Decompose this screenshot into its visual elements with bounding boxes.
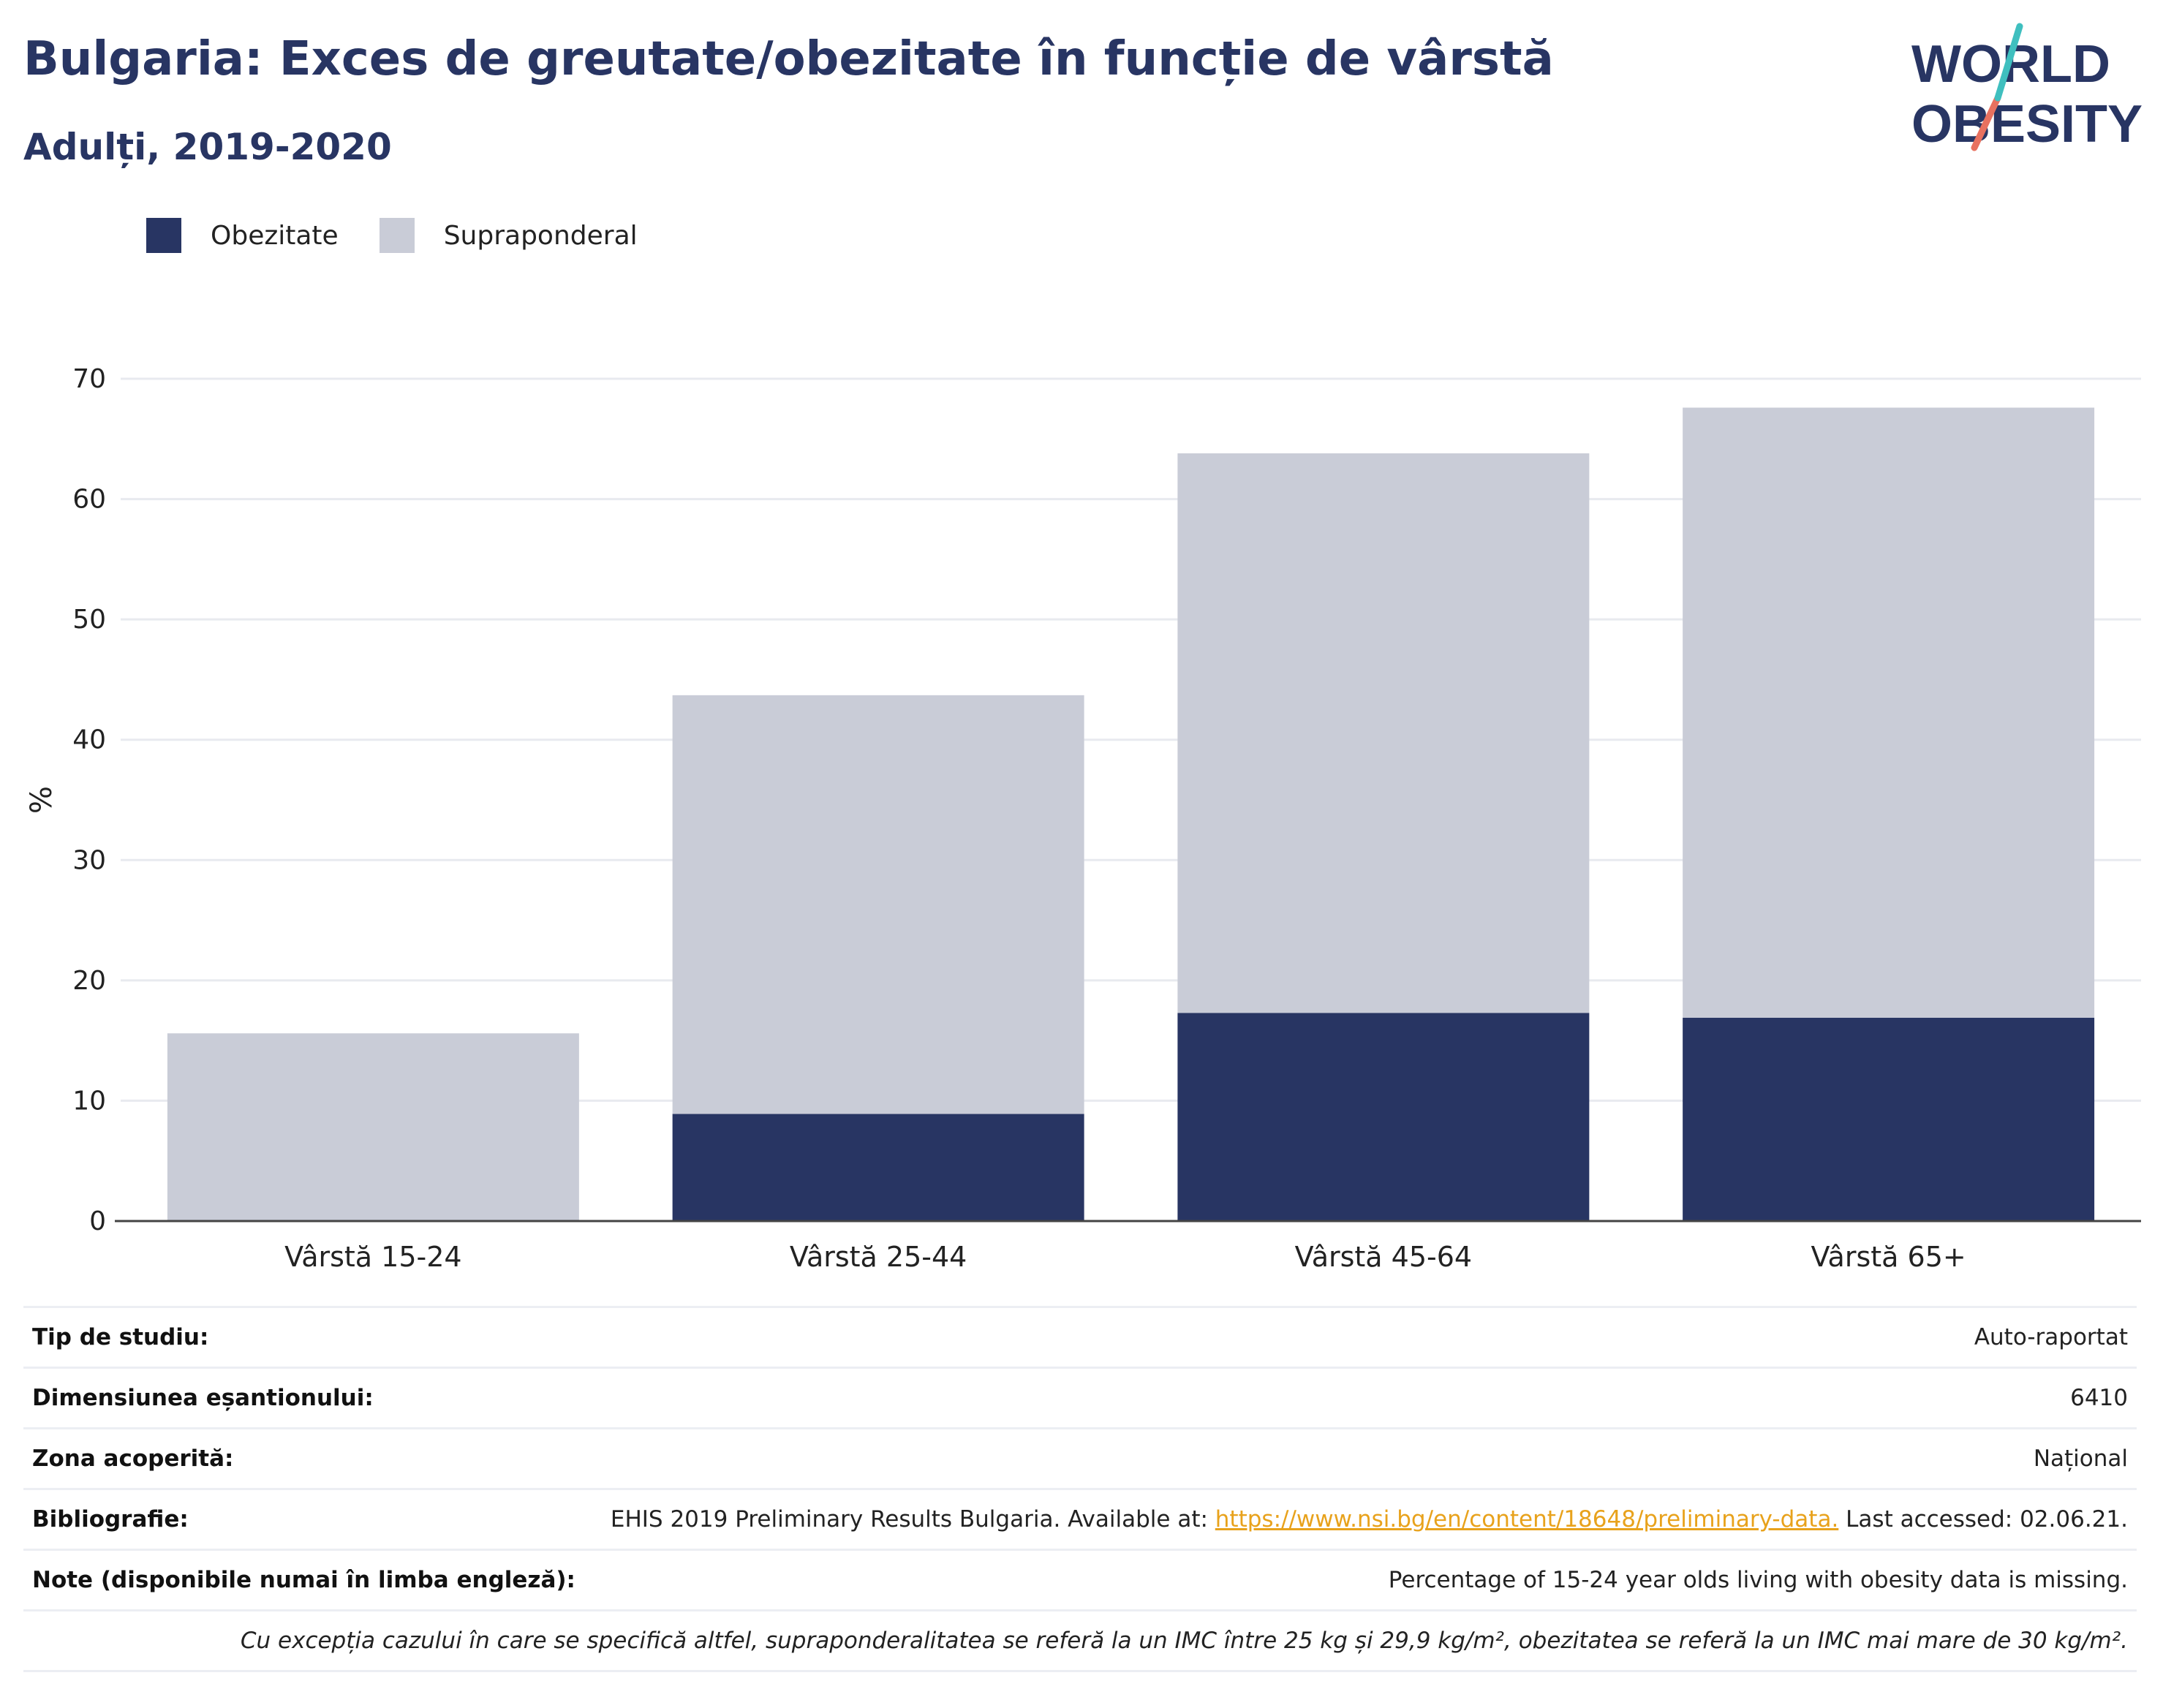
y-tick-label: 20 bbox=[72, 966, 106, 996]
bibliography-link[interactable]: https://www.nsi.bg/en/content/18648/prel… bbox=[1215, 1506, 1839, 1533]
legend-swatch-obesity bbox=[146, 218, 181, 253]
chart-legend: Obezitate Supraponderal bbox=[146, 218, 679, 253]
study-type-value: Auto-raportat bbox=[1974, 1324, 2128, 1350]
logo-line2: OBESITY bbox=[1911, 95, 2143, 154]
y-tick-label: 70 bbox=[72, 364, 106, 394]
info-row-study-type: Tip de studiu: Auto-raportat bbox=[23, 1306, 2137, 1367]
info-row-notes: Note (disponibile numai în limba engleză… bbox=[23, 1549, 2137, 1609]
legend-label-obesity: Obezitate bbox=[211, 220, 339, 251]
bar-overweight bbox=[672, 695, 1084, 1114]
x-tick-label: Vârstă 65+ bbox=[1811, 1241, 1966, 1273]
notes-value: Percentage of 15-24 year olds living wit… bbox=[1388, 1567, 2128, 1593]
study-type-label: Tip de studiu: bbox=[32, 1324, 209, 1350]
bibliography-text: EHIS 2019 Preliminary Results Bulgaria. … bbox=[610, 1506, 1215, 1533]
bar-obesity bbox=[1683, 1017, 2095, 1221]
y-tick-label: 30 bbox=[72, 845, 106, 875]
logo-slash-teal bbox=[1994, 23, 2023, 102]
bar-chart: 0 10 20 30 40 50 60 70% Vârstă 15-24 Vârstă 25-44… bbox=[25, 364, 2141, 1273]
bar-overweight bbox=[167, 1033, 579, 1221]
x-tick-label: Vârstă 25-44 bbox=[790, 1241, 967, 1273]
area-covered-value: Național bbox=[2033, 1446, 2128, 1472]
x-tick-label: Vârstă 15-24 bbox=[284, 1241, 461, 1273]
bar-overweight bbox=[1177, 453, 1590, 1013]
y-tick-label: 40 bbox=[72, 725, 106, 755]
bar-overweight bbox=[1683, 407, 2095, 1018]
y-tick-label: 60 bbox=[72, 485, 106, 515]
info-row-area-covered: Zona acoperită: Național bbox=[23, 1427, 2137, 1488]
area-covered-label: Zona acoperită: bbox=[32, 1446, 234, 1472]
y-tick-label: 50 bbox=[72, 605, 106, 635]
y-axis-label: % bbox=[25, 786, 58, 814]
x-tick-label: Vârstă 45-64 bbox=[1295, 1241, 1472, 1273]
definition-footnote: Cu excepția cazului în care se specifică… bbox=[23, 1609, 2137, 1672]
y-tick-label: 10 bbox=[72, 1086, 106, 1116]
study-info-table: Tip de studiu: Auto-raportat Dimensiunea e… bbox=[23, 1306, 2137, 1672]
info-row-bibliography: Bibliografie: EHIS 2019 Preliminary Resu… bbox=[23, 1488, 2137, 1549]
legend-label-overweight: Supraponderal bbox=[443, 220, 638, 251]
world-obesity-logo: WORLD OBESITY bbox=[1911, 23, 2143, 154]
bibliography-label: Bibliografie: bbox=[32, 1506, 189, 1533]
legend-swatch-overweight bbox=[379, 218, 415, 253]
chart-subtitle: Adulți, 2019-2020 bbox=[23, 126, 392, 168]
chart-title: Bulgaria: Exces de greutate/obezitate în… bbox=[23, 32, 1554, 86]
bibliography-value: EHIS 2019 Preliminary Results Bulgaria. … bbox=[611, 1506, 2128, 1533]
info-row-sample-size: Dimensiunea eșantionului: 6410 bbox=[23, 1367, 2137, 1427]
bar-obesity bbox=[672, 1114, 1084, 1221]
notes-label: Note (disponibile numai în limba engleză… bbox=[32, 1567, 575, 1593]
bar-obesity bbox=[1177, 1013, 1590, 1221]
sample-size-label: Dimensiunea eșantionului: bbox=[32, 1385, 374, 1411]
bibliography-accessed: Last accessed: 02.06.21. bbox=[1838, 1506, 2128, 1533]
legend-item-obesity[interactable]: Obezitate bbox=[146, 218, 339, 253]
y-tick-label: 0 bbox=[89, 1206, 106, 1236]
legend-item-overweight[interactable]: Supraponderal bbox=[379, 218, 638, 253]
sample-size-value: 6410 bbox=[2070, 1385, 2128, 1411]
logo-slash-coral bbox=[1971, 94, 2001, 151]
